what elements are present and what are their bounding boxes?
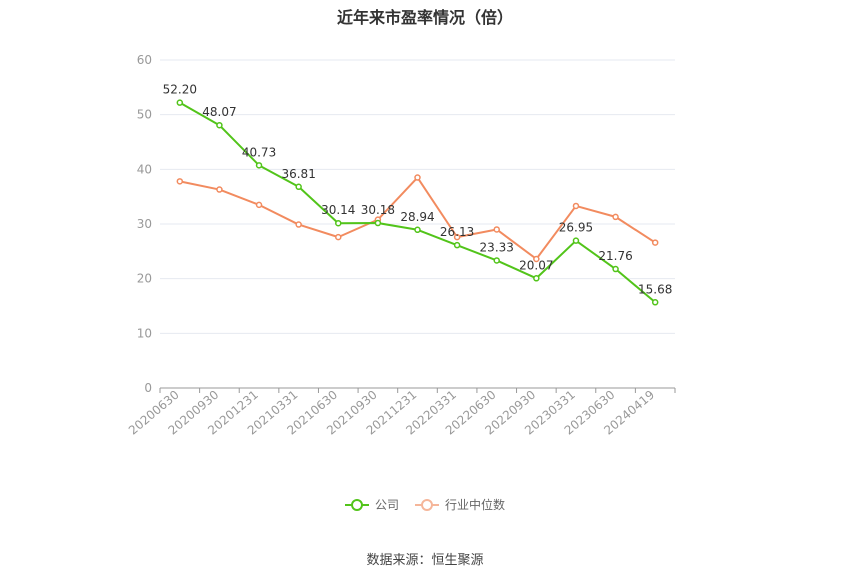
- series-industry-point: [493, 226, 500, 233]
- data-label: 26.13: [440, 225, 474, 239]
- y-tick-label: 20: [137, 272, 152, 286]
- y-tick-label: 50: [137, 108, 152, 122]
- legend-item-industry[interactable]: 行业中位数: [415, 496, 505, 513]
- data-label: 30.18: [361, 203, 395, 217]
- series-company-point: [335, 219, 342, 227]
- legend-company-label: 公司: [374, 498, 399, 512]
- series-industry-point: [255, 201, 263, 209]
- series-company-point: [374, 219, 382, 227]
- series-industry-point: [612, 213, 619, 221]
- chart-title: 近年来市盈率情况（倍）: [336, 8, 513, 27]
- data-label: 30.14: [321, 203, 355, 217]
- y-tick-label: 30: [137, 217, 152, 231]
- series-company-point: [255, 162, 263, 169]
- data-label: 40.73: [242, 145, 276, 159]
- series-industry-point: [414, 174, 421, 181]
- y-tick-label: 10: [137, 326, 152, 340]
- series-company-point: [533, 275, 540, 282]
- data-label: 48.07: [202, 105, 236, 119]
- series-company-point: [572, 237, 580, 244]
- data-label: 36.81: [281, 167, 315, 181]
- y-tick-label: 0: [144, 381, 152, 395]
- series-industry-point: [453, 233, 461, 241]
- data-source: 数据来源：恒生聚源: [366, 553, 484, 568]
- series-industry-point: [533, 255, 540, 263]
- y-tick-label: 60: [137, 53, 152, 67]
- series-company-point: [295, 183, 302, 191]
- data-label: 20.07: [519, 258, 553, 272]
- series-company-point: [612, 265, 619, 273]
- legend-item-company[interactable]: 公司: [344, 496, 399, 513]
- data-label: 15.68: [638, 282, 672, 296]
- legend-company-swatch: [344, 498, 369, 512]
- series-company-point: [216, 121, 223, 129]
- series-industry-point: [572, 202, 580, 210]
- data-label: 52.20: [163, 83, 197, 97]
- data-label: 26.95: [559, 221, 593, 235]
- series-industry-point: [335, 233, 342, 241]
- y-tick-label: 40: [137, 162, 152, 176]
- legend-industry-label: 行业中位数: [445, 498, 506, 512]
- series-company-point: [176, 99, 184, 106]
- series-industry-point: [176, 178, 184, 185]
- series-industry-point: [651, 239, 659, 246]
- series-company-point: [493, 257, 500, 264]
- legend: 公司 行业中位数: [0, 496, 850, 513]
- legend-industry-swatch: [415, 498, 439, 512]
- line-chart: 0102030405060202006302020093020201231202…: [126, 53, 676, 438]
- data-label: 23.33: [480, 240, 514, 254]
- series-company-point: [453, 241, 461, 249]
- series-industry-point: [295, 221, 302, 228]
- data-label: 28.94: [400, 210, 434, 224]
- series-company-point: [651, 299, 659, 306]
- series-company-point: [414, 226, 421, 234]
- data-label: 21.76: [598, 249, 632, 263]
- series-industry-point: [216, 186, 223, 193]
